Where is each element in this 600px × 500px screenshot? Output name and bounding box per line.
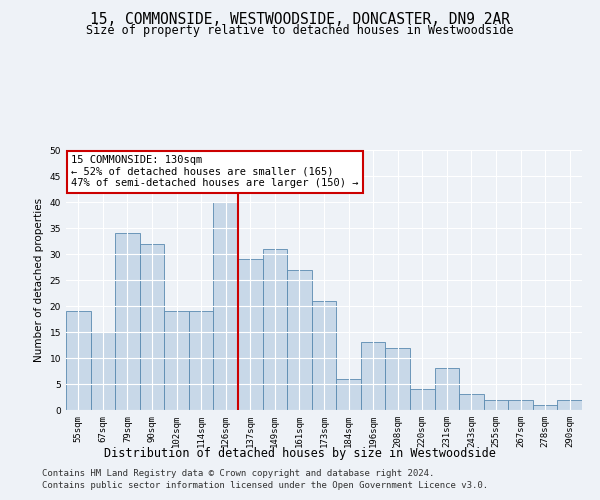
Text: 15, COMMONSIDE, WESTWOODSIDE, DONCASTER, DN9 2AR: 15, COMMONSIDE, WESTWOODSIDE, DONCASTER,… — [90, 12, 510, 28]
Bar — [189, 311, 214, 410]
Bar — [410, 389, 434, 410]
Bar — [238, 259, 263, 410]
Bar — [508, 400, 533, 410]
Text: Distribution of detached houses by size in Westwoodside: Distribution of detached houses by size … — [104, 448, 496, 460]
Bar — [214, 202, 238, 410]
Text: 15 COMMONSIDE: 130sqm
← 52% of detached houses are smaller (165)
47% of semi-det: 15 COMMONSIDE: 130sqm ← 52% of detached … — [71, 155, 359, 188]
Bar — [263, 249, 287, 410]
Bar — [336, 379, 361, 410]
Bar — [287, 270, 312, 410]
Text: Contains HM Land Registry data © Crown copyright and database right 2024.: Contains HM Land Registry data © Crown c… — [42, 468, 434, 477]
Bar — [459, 394, 484, 410]
Y-axis label: Number of detached properties: Number of detached properties — [34, 198, 44, 362]
Bar — [164, 311, 189, 410]
Bar — [533, 405, 557, 410]
Bar — [557, 400, 582, 410]
Bar — [66, 311, 91, 410]
Bar — [385, 348, 410, 410]
Bar — [484, 400, 508, 410]
Text: Size of property relative to detached houses in Westwoodside: Size of property relative to detached ho… — [86, 24, 514, 37]
Text: Contains public sector information licensed under the Open Government Licence v3: Contains public sector information licen… — [42, 481, 488, 490]
Bar — [115, 233, 140, 410]
Bar — [434, 368, 459, 410]
Bar — [312, 301, 336, 410]
Bar — [91, 332, 115, 410]
Bar — [140, 244, 164, 410]
Bar — [361, 342, 385, 410]
